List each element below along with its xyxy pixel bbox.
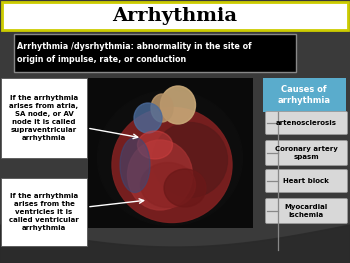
Text: Heart block: Heart block [283, 178, 329, 184]
Text: Coronary artery
spasm: Coronary artery spasm [274, 146, 337, 160]
Ellipse shape [98, 90, 243, 225]
FancyBboxPatch shape [1, 78, 87, 158]
Text: Causes of
arrhythmia: Causes of arrhythmia [278, 85, 330, 105]
FancyBboxPatch shape [1, 178, 87, 246]
Ellipse shape [153, 123, 228, 198]
FancyBboxPatch shape [266, 199, 348, 224]
Text: Arrhythmia /dysrhythmia: abnormality in the site of
origin of impulse, rate, or : Arrhythmia /dysrhythmia: abnormality in … [17, 42, 252, 64]
FancyBboxPatch shape [2, 2, 348, 30]
Ellipse shape [134, 103, 162, 133]
Text: Myocardial
ischemia: Myocardial ischemia [284, 204, 328, 218]
Ellipse shape [112, 108, 232, 222]
Ellipse shape [138, 131, 173, 159]
Ellipse shape [120, 138, 150, 193]
FancyBboxPatch shape [88, 78, 253, 228]
Ellipse shape [127, 140, 192, 210]
FancyBboxPatch shape [14, 34, 296, 72]
FancyBboxPatch shape [266, 169, 348, 193]
FancyBboxPatch shape [266, 140, 348, 165]
Polygon shape [0, 225, 350, 263]
Ellipse shape [151, 94, 173, 122]
Ellipse shape [164, 169, 206, 207]
FancyBboxPatch shape [263, 78, 346, 112]
FancyBboxPatch shape [266, 112, 348, 134]
Text: artenosclerosis: artenosclerosis [275, 120, 336, 126]
Text: If the arrhythmia
arises from atria,
SA node, or AV
node it is called
supraventr: If the arrhythmia arises from atria, SA … [9, 95, 78, 141]
Ellipse shape [161, 86, 196, 124]
Text: Arrhythmia: Arrhythmia [112, 7, 238, 25]
Ellipse shape [140, 163, 196, 208]
Text: If the arrhythmia
arises from the
ventricles it is
called ventricular
arrhythmia: If the arrhythmia arises from the ventri… [9, 193, 79, 231]
